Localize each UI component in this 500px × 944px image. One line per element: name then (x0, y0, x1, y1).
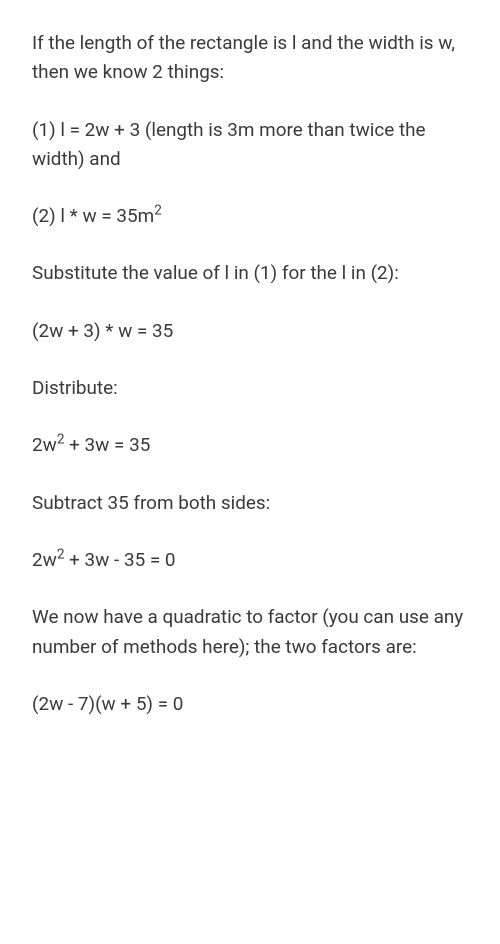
paragraph-3: (2) l * w = 35m2 (32, 201, 468, 230)
paragraph-8: Subtract 35 from both sides: (32, 488, 468, 517)
paragraph-4: Substitute the value of l in (1) for the… (32, 258, 468, 287)
paragraph-11: (2w - 7)(w + 5) = 0 (32, 689, 468, 718)
paragraph-1: If the length of the rectangle is l and … (32, 28, 468, 87)
paragraph-9: 2w2 + 3w - 35 = 0 (32, 545, 468, 574)
paragraph-10: We now have a quadratic to factor (you c… (32, 602, 468, 661)
paragraph-7: 2w2 + 3w = 35 (32, 430, 468, 459)
paragraph-2: (1) l = 2w + 3 (length is 3m more than t… (32, 115, 468, 174)
paragraph-5: (2w + 3) * w = 35 (32, 316, 468, 345)
paragraph-6: Distribute: (32, 373, 468, 402)
